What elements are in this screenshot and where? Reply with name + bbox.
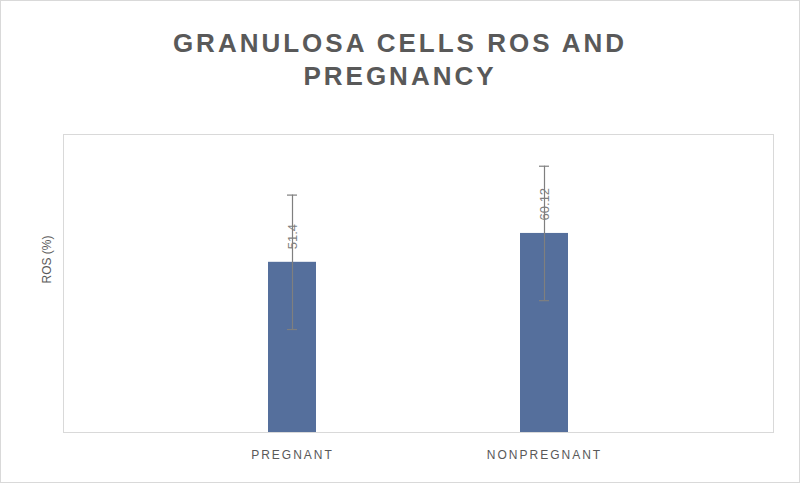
svg-text:PREGNANT: PREGNANT: [251, 448, 334, 462]
html-text:GRANULOSA CELLS ROS AND PREGNA: GRANULOSA CELLS ROS AND PREGNANCY: [172, 28, 628, 91]
svg-text:51.4: 51.4: [285, 224, 300, 249]
svg-text:ROS (%): ROS (%): [40, 235, 54, 283]
svg-text:NONPREGNANT: NONPREGNANT: [487, 448, 602, 462]
svg-text:60.12: 60.12: [537, 188, 552, 221]
